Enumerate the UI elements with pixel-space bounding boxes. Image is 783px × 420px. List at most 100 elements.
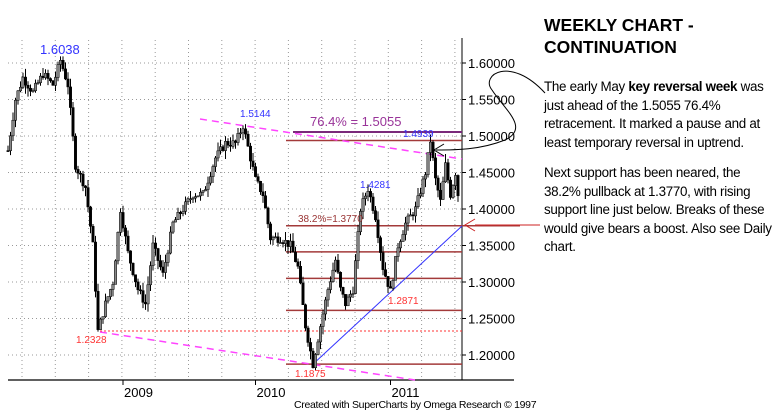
price-bar-body: [134, 274, 137, 283]
price-bar-body: [339, 271, 342, 288]
annotation-label: 76.4% = 1.5055: [310, 114, 401, 129]
price-bar-body: [109, 289, 112, 297]
price-bar-body: [91, 226, 95, 243]
price-bar-body: [111, 284, 115, 290]
price-bar-body: [146, 284, 150, 305]
price-bar-body: [401, 234, 405, 242]
price-bar-body: [436, 177, 440, 191]
price-bar-body: [171, 221, 175, 233]
price-bar-body: [309, 342, 312, 352]
annotation-label: 1.4281: [360, 180, 391, 191]
red-arrowhead-icon: [464, 218, 476, 232]
price-bar-body: [421, 178, 425, 194]
price-bar-body: [196, 195, 200, 198]
price-bar-body: [61, 60, 65, 70]
price-bar-body: [81, 173, 85, 187]
y-tick-label: 1.60000: [468, 56, 515, 71]
price-bar-body: [451, 185, 455, 198]
price-bar-body: [204, 189, 207, 192]
price-bar-body: [366, 191, 370, 197]
price-bar-body: [319, 326, 322, 343]
price-bar-body: [41, 75, 45, 78]
x-tick-label: 2010: [257, 385, 286, 400]
y-tick-label: 1.50000: [468, 129, 515, 144]
upper-trendline: [199, 118, 463, 160]
price-bar-body: [444, 162, 447, 183]
price-bar-body: [386, 276, 390, 287]
price-bar-body: [364, 195, 367, 199]
annotation-label: 1.2871: [388, 296, 419, 307]
price-bar-body: [126, 235, 130, 252]
price-bar-body: [331, 269, 335, 282]
price-bar-body: [214, 157, 217, 167]
price-bar-body: [359, 211, 362, 232]
price-bar-body: [346, 296, 350, 307]
price-bar-body: [101, 316, 105, 320]
slide-title: WEEKLY CHART - CONTINUATION: [544, 14, 780, 58]
price-bar-body: [74, 136, 77, 170]
price-bar-body: [221, 146, 225, 151]
price-bar-body: [29, 87, 32, 92]
price-bar-body: [31, 90, 35, 92]
price-bar-body: [311, 350, 315, 368]
annotation-label: 1.5144: [240, 109, 271, 120]
price-bar-body: [114, 260, 117, 285]
price-bar-body: [44, 73, 47, 78]
price-bar-body: [166, 252, 170, 263]
y-tick-label: 1.55000: [468, 93, 515, 108]
price-bar-body: [259, 181, 262, 193]
price-bar-body: [191, 197, 195, 200]
reversal-callout-arrow: [435, 70, 546, 151]
price-bar-body: [241, 128, 245, 134]
price-bar-body: [169, 231, 172, 254]
price-bar-body: [201, 190, 205, 193]
price-bar-body: [49, 78, 52, 82]
price-bar-body: [211, 166, 215, 177]
price-bar-body: [119, 212, 122, 233]
price-bar-body: [89, 206, 92, 227]
annotation-label: 1.2328: [76, 335, 107, 346]
price-bar-body: [71, 107, 75, 137]
price-bar-body: [399, 241, 402, 249]
price-bar-body: [66, 78, 70, 88]
price-bar-body: [326, 289, 330, 301]
price-bar-body: [79, 172, 82, 175]
price-bar-body: [94, 241, 97, 292]
price-bar-body: [36, 82, 40, 84]
price-bar-body: [426, 152, 430, 175]
y-tick-label: 1.25000: [468, 312, 515, 327]
rising-support-line: [312, 225, 463, 365]
p1-text-b: was just ahead of the 1.5055 76.4% retra…: [544, 79, 764, 150]
price-bar-body: [96, 291, 100, 330]
x-tick-label: 2009: [124, 385, 153, 400]
y-tick-label: 1.30000: [468, 275, 515, 290]
price-bar-body: [269, 223, 272, 241]
price-bar-body: [289, 240, 292, 247]
price-bar-body: [54, 77, 57, 86]
price-bar-body: [281, 242, 285, 244]
price-bar-body: [371, 196, 375, 211]
price-bar-body: [76, 169, 80, 174]
price-bar-body: [174, 219, 177, 223]
price-bar-body: [186, 198, 190, 203]
price-bar-body: [131, 262, 135, 275]
price-bar-body: [184, 201, 187, 212]
price-bar-body: [234, 140, 237, 143]
price-bar-body: [39, 75, 42, 83]
p1-text-a: The early May: [544, 79, 629, 94]
price-bar-body: [396, 247, 400, 257]
footer-credit: Created with SuperCharts by Omega Resear…: [294, 399, 537, 411]
price-bar-body: [456, 175, 460, 197]
price-bar-body: [271, 237, 275, 241]
price-bar-body: [229, 145, 232, 147]
price-bar-body: [226, 141, 230, 146]
price-bar-body: [231, 140, 235, 147]
price-bar-body: [334, 259, 337, 271]
price-bar-body: [351, 293, 355, 295]
price-bar-body: [321, 313, 325, 327]
price-bar-body: [181, 211, 185, 214]
price-bar-body: [361, 198, 365, 212]
price-bar-body: [414, 206, 417, 217]
lower-trendline: [99, 331, 416, 381]
